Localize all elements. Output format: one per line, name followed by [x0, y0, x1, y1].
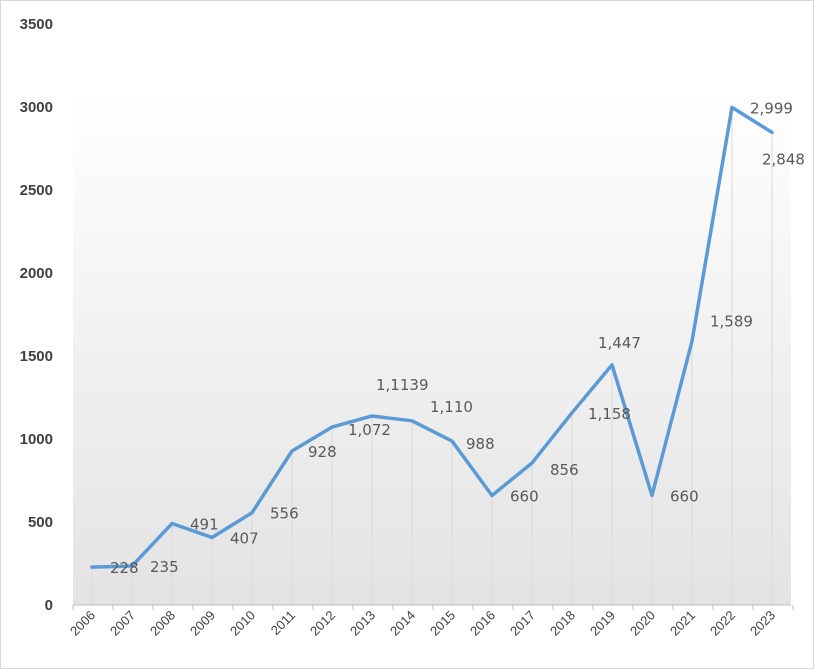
data-label: 988 [466, 435, 495, 453]
data-label: 1,110 [430, 398, 473, 416]
x-tick-label: 2019 [587, 608, 618, 639]
x-tick-label: 2021 [667, 608, 698, 639]
y-tick-label: 2000 [20, 265, 53, 282]
data-label: 1,589 [710, 312, 753, 330]
plot-area [73, 90, 791, 605]
x-tick-label: 2023 [747, 608, 778, 639]
data-label: 660 [670, 487, 699, 505]
y-tick-labels: 0 500 1000 1500 2000 2500 3000 3500 [20, 16, 53, 614]
series-line [90, 105, 774, 569]
x-tick-label: 2010 [227, 608, 258, 639]
x-tick-label: 2018 [547, 608, 578, 639]
data-label: 407 [230, 529, 259, 547]
data-label: 1,1139 [376, 376, 429, 394]
x-tick-label: 2008 [147, 608, 178, 639]
x-tick-labels: 2006 2007 2008 2009 2010 2011 2012 2013 2014 2015… [67, 608, 778, 639]
x-tick-label: 2020 [627, 608, 658, 639]
y-tick-label: 3000 [20, 99, 53, 116]
data-label: 928 [308, 443, 337, 461]
y-tick-label: 0 [45, 597, 53, 614]
data-label: 2,848 [762, 150, 805, 168]
y-tick-label: 2500 [20, 182, 53, 199]
x-tick-label: 2006 [67, 608, 98, 639]
y-tick-label: 1000 [20, 431, 53, 448]
y-tick-label: 500 [28, 514, 53, 531]
x-tick-marks [72, 605, 794, 610]
x-tick-label: 2012 [307, 608, 338, 639]
y-tick-label: 1500 [20, 348, 53, 365]
x-tick-label: 2007 [107, 608, 138, 639]
x-tick-label: 2014 [387, 608, 418, 639]
y-tick-label: 3500 [20, 16, 53, 33]
x-tick-label: 2015 [427, 608, 458, 639]
x-tick-label: 2013 [347, 608, 378, 639]
data-label: 856 [550, 461, 579, 479]
data-label: 660 [510, 487, 539, 505]
data-label: 556 [270, 505, 299, 523]
x-tick-label: 2022 [707, 608, 738, 639]
x-tick-label: 2017 [507, 608, 538, 639]
x-tick-label: 2011 [268, 608, 298, 638]
data-label: 1,072 [348, 421, 391, 439]
data-label: 2,999 [750, 99, 793, 117]
data-label: 228 [110, 559, 139, 577]
data-label: 1,447 [598, 334, 641, 352]
x-tick-label: 2009 [187, 608, 218, 639]
data-label: 235 [150, 558, 179, 576]
drop-lines [91, 107, 773, 605]
data-label: 491 [190, 516, 219, 534]
data-label: 1,158 [588, 405, 631, 423]
x-tick-label: 2016 [467, 608, 498, 639]
